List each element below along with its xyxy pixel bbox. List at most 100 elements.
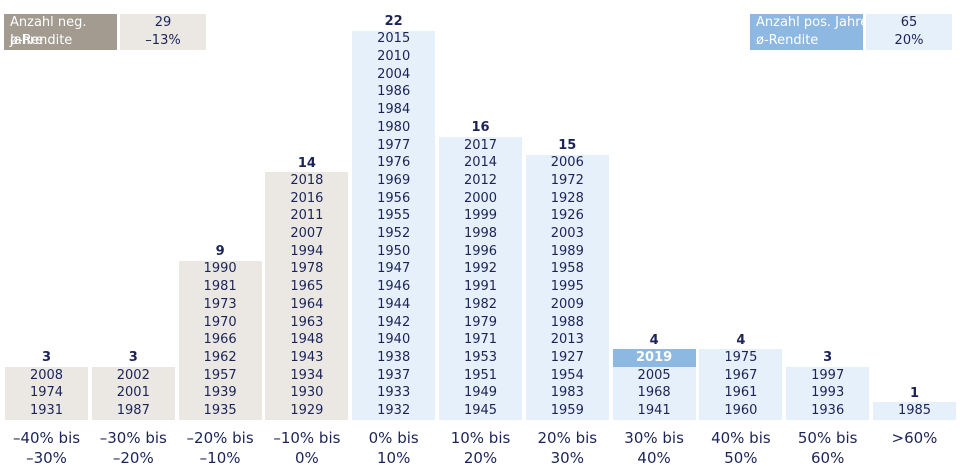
year-label: 1981 xyxy=(203,279,237,295)
year-label: 1954 xyxy=(550,367,584,383)
year-label: 1967 xyxy=(724,367,758,383)
bar-count-label: 3 xyxy=(823,350,833,366)
year-label: 1936 xyxy=(811,403,845,418)
year-label: 1948 xyxy=(290,332,324,348)
bar-count-label: 9 xyxy=(215,244,225,259)
year-label: 2017 xyxy=(463,137,498,153)
legend-positive-value-box xyxy=(866,14,952,50)
year-label: 1944 xyxy=(377,296,411,312)
year-label: 2007 xyxy=(290,226,324,241)
year-label: 1955 xyxy=(377,208,411,224)
year-label: 2016 xyxy=(290,190,324,206)
year-label: 1968 xyxy=(637,385,671,401)
bar-1 xyxy=(5,366,88,420)
year-label: 1987 xyxy=(116,403,150,418)
year-label: 1998 xyxy=(463,226,498,241)
year-label: 1956 xyxy=(377,190,411,206)
bar-5 xyxy=(352,30,436,420)
x-tick-label: 0% bis xyxy=(368,429,419,447)
bar-count-label: 16 xyxy=(471,120,490,136)
year-label: 1980 xyxy=(377,119,411,135)
bar-count-label: 15 xyxy=(558,137,577,153)
x-tick-label: 30% bis xyxy=(624,429,684,447)
year-label: 1969 xyxy=(377,172,411,188)
year-label: 1933 xyxy=(377,385,411,401)
x-tick-label: 50% xyxy=(724,449,758,467)
x-tick-label: –30% xyxy=(26,449,67,467)
legend-positive-count-label: Anzahl pos. Jahre xyxy=(756,15,869,30)
year-label: 2002 xyxy=(116,367,150,383)
x-tick-label: –30% bis xyxy=(99,429,167,447)
x-tick-label: 10% xyxy=(377,449,411,467)
year-label: 1939 xyxy=(203,385,237,401)
year-label: 1929 xyxy=(290,403,324,418)
legend-positive-count: 65 xyxy=(900,15,918,30)
x-tick-label: –20% xyxy=(112,449,154,467)
year-label: 2003 xyxy=(550,226,584,241)
year-label: 1979 xyxy=(463,314,498,330)
year-label: 1965 xyxy=(290,279,324,295)
year-label: 1959 xyxy=(550,403,584,418)
year-label: 1945 xyxy=(463,403,498,418)
x-tick-label: –40% bis xyxy=(12,429,81,447)
year-label: 1940 xyxy=(377,332,411,348)
year-label: 2006 xyxy=(550,155,584,171)
year-label: 1983 xyxy=(550,385,584,401)
bar-count-label: 4 xyxy=(649,332,659,348)
year-label: 1991 xyxy=(463,279,498,295)
bar-10 xyxy=(786,366,870,420)
year-label: 1926 xyxy=(550,208,584,224)
x-tick-label: –10% xyxy=(199,449,241,467)
year-label: 2013 xyxy=(550,332,584,348)
x-tick-label: 40% xyxy=(637,449,671,467)
year-label: 1957 xyxy=(203,367,237,383)
year-label: 2009 xyxy=(550,296,584,312)
bar-11 xyxy=(873,402,956,420)
legend-negative-return-label: ø-Rendite xyxy=(10,33,73,48)
year-label: 1953 xyxy=(463,349,498,365)
x-tick-label: 60% xyxy=(811,449,845,467)
year-label: 1973 xyxy=(203,296,237,312)
year-label: 2000 xyxy=(463,190,498,206)
x-tick-label: –20% bis xyxy=(186,429,254,447)
year-label: 1932 xyxy=(377,403,411,418)
year-label: 1999 xyxy=(463,208,498,224)
year-label: 1942 xyxy=(377,314,411,330)
year-label: 2011 xyxy=(290,208,324,224)
year-label: 1996 xyxy=(463,243,498,259)
x-tick-label: 10% bis xyxy=(450,429,511,447)
year-label: 1964 xyxy=(290,296,324,312)
year-label: 1958 xyxy=(550,261,584,277)
year-label: 2008 xyxy=(29,367,64,383)
year-label: 1937 xyxy=(377,367,411,383)
year-label: 2019 xyxy=(612,348,696,367)
year-label: 1988 xyxy=(550,314,584,330)
x-tick-label: –10% bis xyxy=(273,429,341,447)
bar-count-label: 4 xyxy=(736,332,746,348)
year-label: 2005 xyxy=(637,367,671,383)
year-label: 1990 xyxy=(203,261,237,277)
year-label: 1978 xyxy=(290,261,324,277)
year-label: 1972 xyxy=(550,172,584,188)
year-label: 1976 xyxy=(377,155,411,171)
year-label: 1971 xyxy=(463,332,498,348)
bar-7 xyxy=(525,154,609,420)
year-label: 1952 xyxy=(377,226,411,241)
bar-2 xyxy=(91,366,175,420)
x-tick-label: >60% xyxy=(891,429,938,447)
bar-3 xyxy=(178,260,262,420)
legend-positive-return: 20% xyxy=(894,33,924,48)
year-label: 1947 xyxy=(377,261,411,277)
year-label: 1943 xyxy=(290,349,324,365)
year-label: 1928 xyxy=(550,190,584,206)
year-label: 2004 xyxy=(377,66,411,82)
year-label: 1970 xyxy=(203,314,237,330)
year-label: 1946 xyxy=(377,279,411,295)
year-label: 2014 xyxy=(463,155,498,171)
year-label: 1961 xyxy=(724,385,758,401)
year-label: 1949 xyxy=(463,385,498,401)
year-label: 1963 xyxy=(290,314,324,330)
year-label: 1995 xyxy=(550,279,584,295)
x-tick-label: 40% bis xyxy=(711,429,771,447)
x-tick-label: 30% xyxy=(550,449,584,467)
